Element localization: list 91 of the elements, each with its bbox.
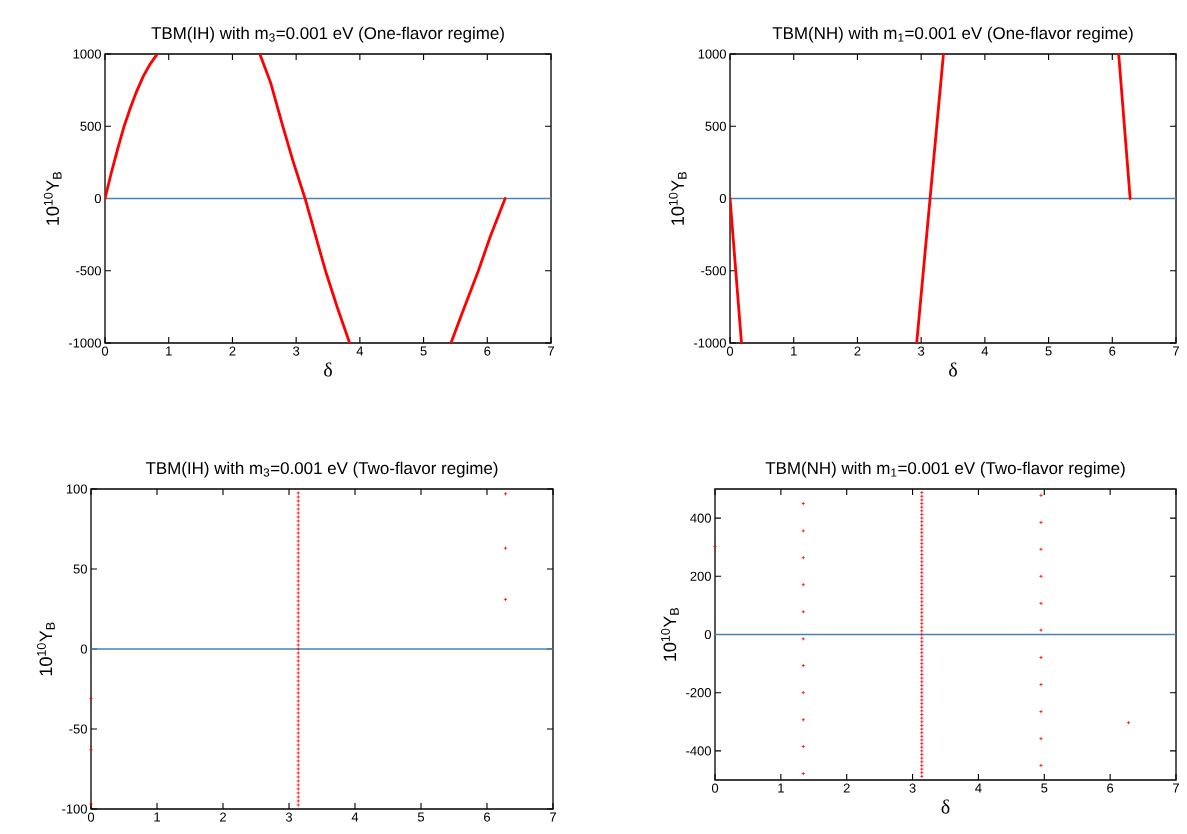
x-axis-title: δ <box>324 362 332 377</box>
y-tick-label: 100 <box>66 484 87 494</box>
chart-title: TBM(IH) with m$_{3}$=0.001 eV (One-flavor regime) <box>151 26 504 43</box>
x-tick-label: 4 <box>356 346 364 356</box>
point <box>1039 628 1043 633</box>
y-tick-label: -100 <box>62 804 87 814</box>
x-tick-label: 6 <box>1109 346 1116 356</box>
point <box>801 690 806 695</box>
point <box>801 528 806 533</box>
y-tick-label: -500 <box>701 266 726 276</box>
y-axis-title: 10$^{10}$Y$_{B}$ <box>668 172 687 225</box>
x-tick-label: 0 <box>726 346 734 356</box>
y-tick-label: -50 <box>69 724 87 734</box>
point <box>503 597 508 602</box>
x-tick-label: 7 <box>1173 346 1179 356</box>
y-tick-label: 1000 <box>73 49 101 59</box>
point <box>801 609 806 614</box>
x-tick-label: 3 <box>918 346 925 356</box>
x-axis-title: δ <box>949 362 957 377</box>
point <box>1039 682 1043 687</box>
x-tick-label: 7 <box>550 812 556 822</box>
point <box>801 771 806 776</box>
y-axis-title: 10$^{10}$Y$_{B}$ <box>37 622 55 676</box>
point <box>801 717 806 722</box>
y-axis-title: 10$^{10}$Y$_{B}$ <box>661 608 679 661</box>
x-tick-label: 4 <box>351 812 359 822</box>
point <box>1039 574 1043 579</box>
point <box>89 802 94 807</box>
point <box>1039 547 1043 552</box>
point <box>1039 655 1043 660</box>
y-tick-label: 50 <box>73 564 87 574</box>
x-tick-label: 6 <box>484 346 491 356</box>
chart-title: TBM(NH) with m$_{1}$=0.001 eV (Two-flavor regime) <box>765 461 1125 478</box>
point <box>801 582 806 587</box>
x-tick-label: 4 <box>975 783 982 793</box>
x-tick-label: 5 <box>420 346 427 356</box>
x-tick-label: 1 <box>166 346 172 356</box>
y-tick-label: -200 <box>686 688 711 698</box>
x-tick-label: 2 <box>220 812 226 822</box>
x-tick-label: 5 <box>417 812 425 822</box>
chart-title: TBM(IH) with m$_{3}$=0.001 eV (Two-flavor regime) <box>145 461 498 478</box>
point <box>801 555 806 560</box>
point <box>1126 720 1131 725</box>
y-axis-title: 10$^{10}$Y$_{B}$ <box>43 172 62 225</box>
x-tick-label: 1 <box>791 346 797 356</box>
y-tick-label: 200 <box>690 571 711 581</box>
point <box>1039 709 1043 714</box>
x-tick-label: 0 <box>101 346 109 356</box>
x-axis-title: δ <box>941 799 950 814</box>
x-tick-label: 6 <box>1107 783 1114 793</box>
y-tick-label: 0 <box>80 644 87 654</box>
y-tick-label: 0 <box>704 629 711 640</box>
point <box>503 546 508 551</box>
y-tick-label: 1000 <box>698 49 726 59</box>
x-tick-label: 1 <box>778 783 784 793</box>
y-tick-label: 500 <box>80 121 101 131</box>
point <box>801 636 806 641</box>
point <box>89 696 94 701</box>
x-tick-label: 7 <box>1173 783 1179 793</box>
x-tick-label: 1 <box>154 812 160 822</box>
chart-title: TBM(NH) with m$_{1}$=0.001 eV (One-flavor regime) <box>772 26 1133 43</box>
y-tick-label: 500 <box>705 121 726 131</box>
point <box>801 744 806 749</box>
y-tick-label: 0 <box>94 193 101 204</box>
point <box>1039 736 1043 741</box>
y-tick-label: -500 <box>76 266 101 276</box>
point <box>1039 520 1043 525</box>
x-tick-label: 2 <box>854 346 861 356</box>
y-tick-label: -1000 <box>693 338 726 348</box>
x-tick-label: 3 <box>909 783 916 793</box>
point <box>713 544 718 549</box>
point <box>1039 763 1043 768</box>
x-tick-label: 7 <box>548 346 554 356</box>
x-tick-label: 2 <box>843 783 850 793</box>
point <box>801 663 806 668</box>
x-tick-label: 6 <box>484 812 491 822</box>
point <box>503 491 508 496</box>
y-tick-label: -400 <box>686 746 711 756</box>
x-tick-label: 3 <box>293 346 300 356</box>
point <box>1039 493 1043 498</box>
x-tick-label: 3 <box>285 812 293 822</box>
y-tick-label: -1000 <box>68 338 101 348</box>
y-tick-label: 400 <box>690 513 711 523</box>
x-tick-label: 2 <box>229 346 236 356</box>
x-tick-label: 5 <box>1041 783 1048 793</box>
y-tick-label: 0 <box>719 193 726 204</box>
x-tick-label: 5 <box>1045 346 1052 356</box>
point <box>801 501 806 506</box>
x-tick-label: 4 <box>981 346 989 356</box>
point <box>1039 601 1043 606</box>
point <box>89 747 94 752</box>
